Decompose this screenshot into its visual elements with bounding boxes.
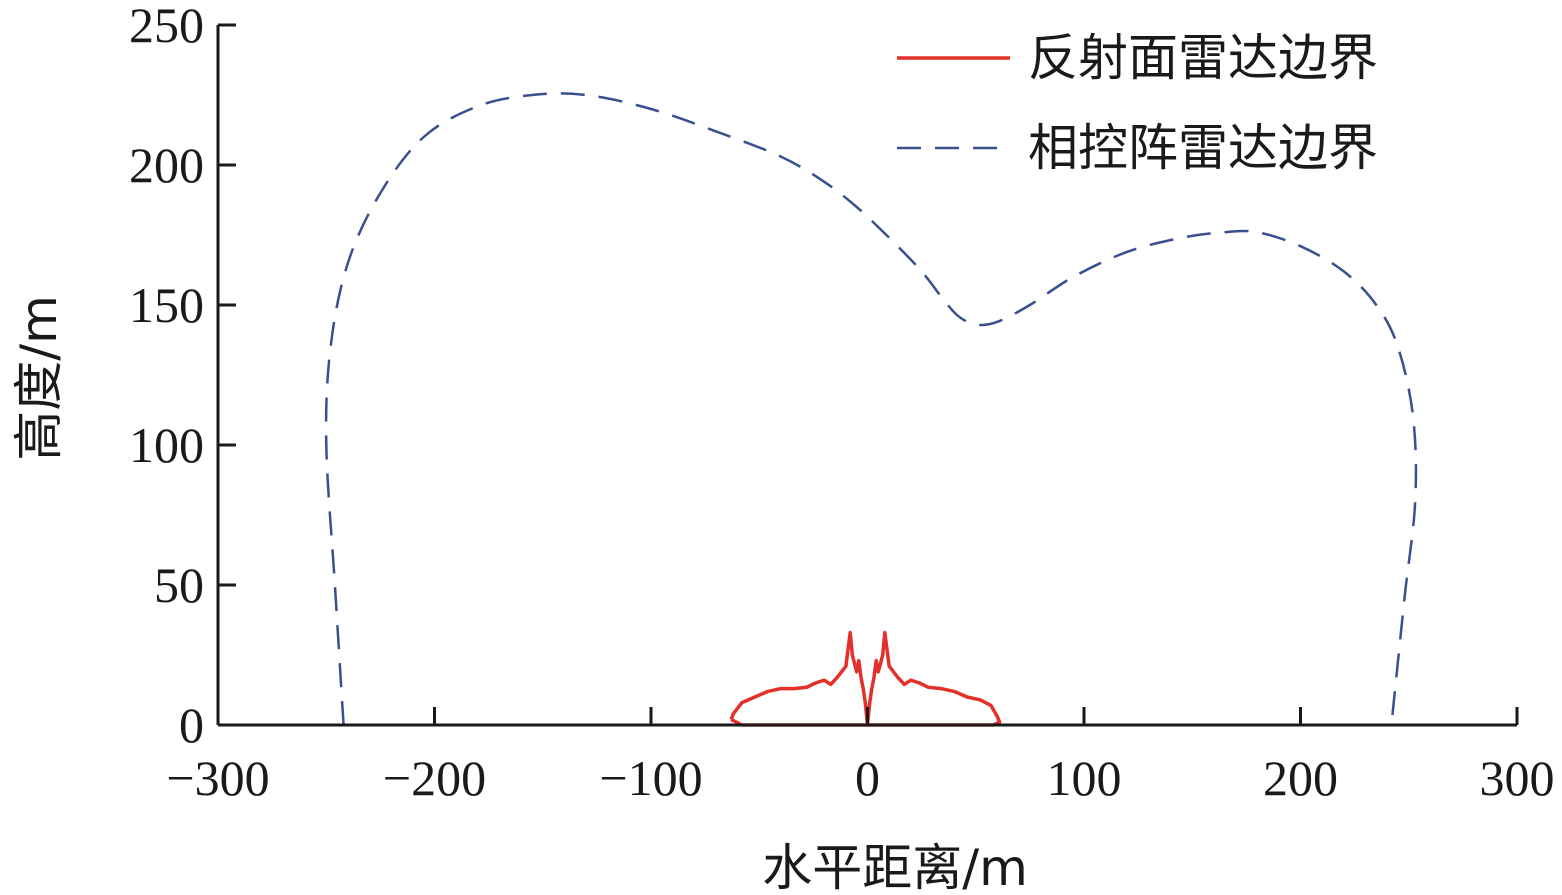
legend-label-reflector-radar: 反射面雷达边界 — [1028, 29, 1378, 87]
plot-area: −300 −200 −100 0 100 200 300 0 50 100 150 200 250 — [129, 0, 1555, 806]
y-axis-title: 高度/m — [10, 295, 68, 461]
y-tick-label: 200 — [129, 137, 204, 193]
x-tick-label: −300 — [166, 750, 269, 806]
series-layer — [324, 92, 1418, 727]
series-line-phased-array-radar — [324, 92, 1418, 726]
series-line-reflector-radar — [729, 630, 1002, 727]
legend-label-phased-array-radar: 相控阵雷达边界 — [1028, 119, 1378, 177]
x-tick-label: 0 — [855, 750, 880, 806]
legend: 反射面雷达边界 相控阵雷达边界 — [897, 29, 1378, 177]
x-ticks: −300 −200 −100 0 100 200 300 — [166, 707, 1555, 806]
x-tick-label: −200 — [383, 750, 486, 806]
x-tick-label: −100 — [599, 750, 702, 806]
y-tick-label: 100 — [129, 417, 204, 473]
x-tick-label: 100 — [1047, 750, 1122, 806]
x-tick-label: 300 — [1480, 750, 1555, 806]
y-tick-label: 250 — [129, 0, 204, 53]
y-tick-label: 150 — [129, 277, 204, 333]
x-tick-label: 200 — [1263, 750, 1338, 806]
y-ticks: 0 50 100 150 200 250 — [129, 0, 236, 753]
y-tick-label: 0 — [179, 697, 204, 753]
y-tick-label: 50 — [154, 557, 204, 613]
x-axis-title: 水平距离/m — [762, 839, 1028, 895]
